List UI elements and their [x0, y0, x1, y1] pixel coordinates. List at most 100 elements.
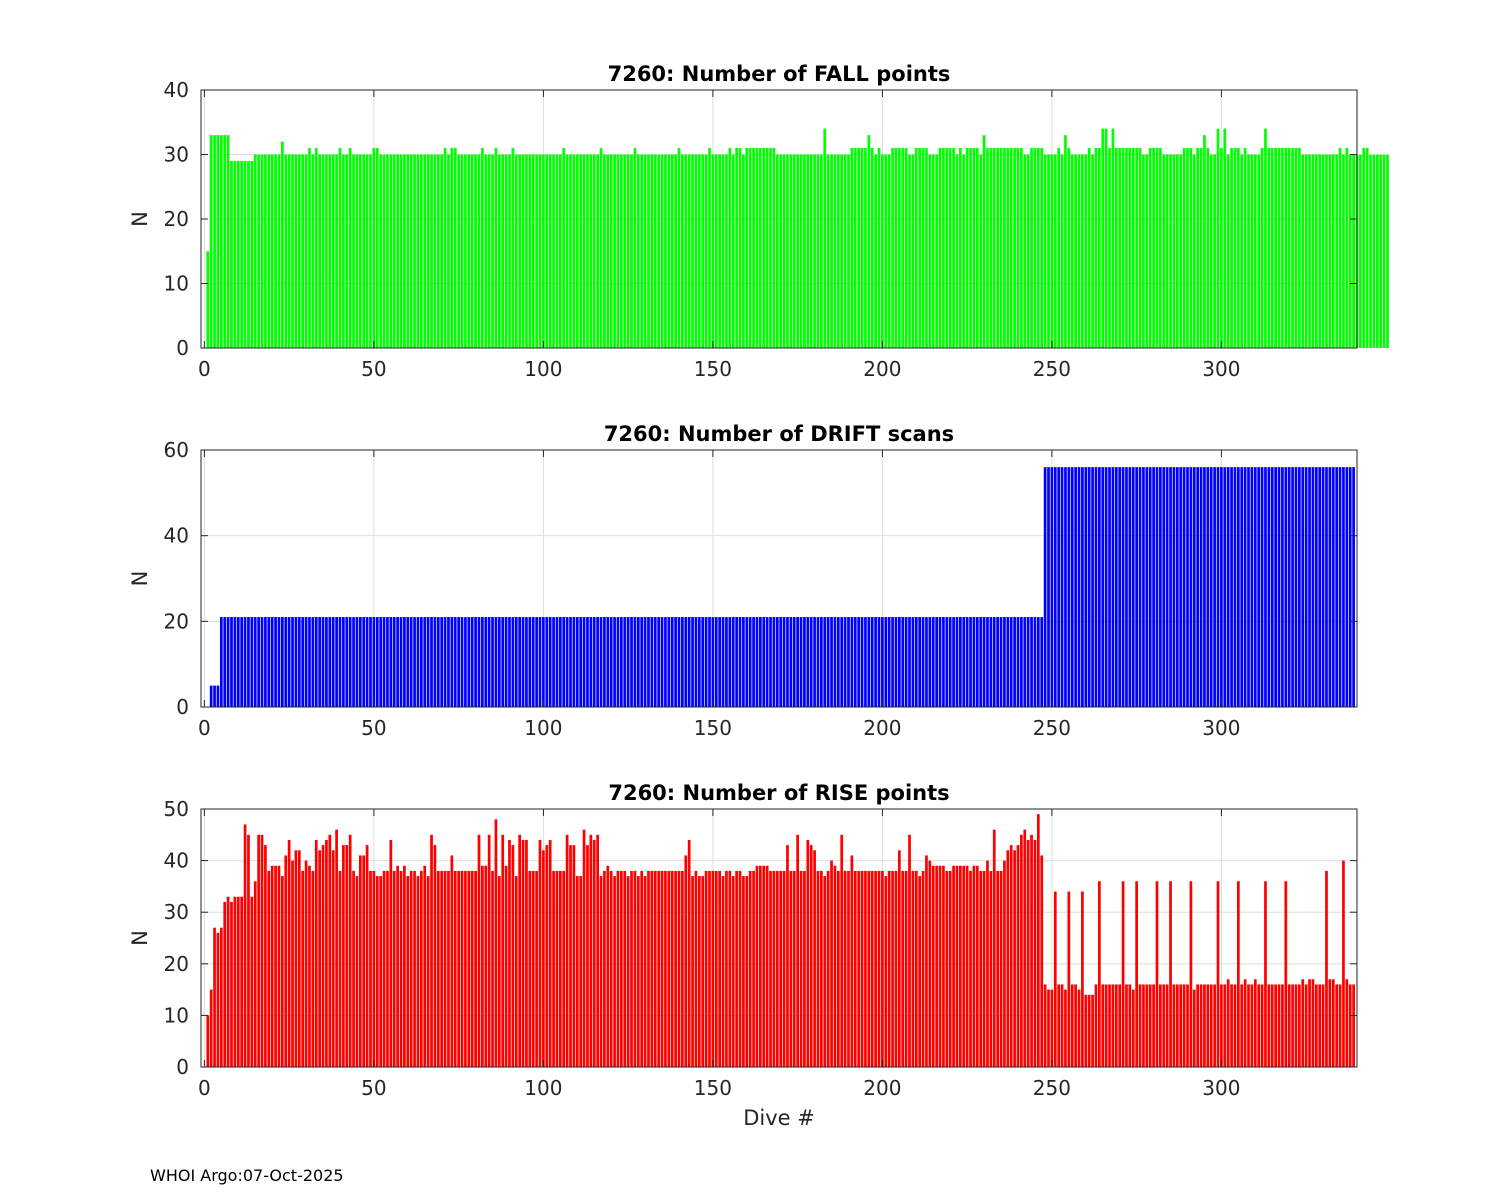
bar: [230, 160, 233, 348]
bar: [1091, 467, 1094, 707]
bar: [460, 154, 464, 348]
bar: [392, 154, 396, 348]
bar: [1081, 154, 1084, 348]
bar: [450, 617, 454, 707]
bar: [569, 617, 572, 707]
bar: [243, 617, 247, 707]
bar: [599, 876, 603, 1067]
bar: [1203, 135, 1206, 348]
bar: [789, 870, 793, 1067]
bar: [786, 154, 789, 348]
bar: [1304, 154, 1308, 348]
bar: [948, 617, 952, 707]
bar: [1186, 467, 1189, 707]
bar: [586, 617, 589, 707]
bar: [918, 148, 922, 348]
bar: [969, 870, 972, 1067]
bar: [247, 834, 250, 1067]
bar: [1359, 154, 1362, 348]
bar: [1074, 154, 1077, 348]
bar: [1199, 984, 1203, 1067]
bar: [440, 154, 444, 348]
bar: [504, 154, 508, 348]
bar: [1091, 994, 1094, 1067]
bar: [972, 617, 976, 707]
bar: [789, 154, 793, 348]
axes-box: [200, 808, 1358, 1068]
bar: [565, 834, 569, 1067]
bar: [1114, 148, 1118, 348]
bar: [1331, 979, 1335, 1067]
bar: [972, 865, 976, 1067]
bar: [1172, 154, 1176, 348]
bar: [697, 617, 701, 707]
bar: [725, 870, 728, 1067]
bar: [962, 154, 966, 348]
bar: [925, 617, 928, 707]
bar: [267, 154, 271, 348]
bar: [938, 865, 942, 1067]
bar: [694, 617, 698, 707]
bar: [321, 617, 325, 707]
bar: [331, 850, 335, 1067]
bar: [609, 617, 613, 707]
bar: [250, 896, 254, 1067]
x-tick-label: 250: [1033, 1076, 1071, 1100]
bar: [379, 154, 383, 348]
bar: [1006, 148, 1010, 348]
bar: [1321, 984, 1325, 1067]
bar: [511, 617, 515, 707]
bar: [1314, 154, 1318, 348]
bar: [1321, 467, 1325, 707]
bar: [542, 850, 545, 1067]
y-tick-label: 40: [164, 524, 189, 548]
bar: [606, 617, 610, 707]
bar: [213, 135, 216, 348]
bar: [667, 154, 671, 348]
bar: [294, 850, 298, 1067]
x-tick-label: 100: [524, 1076, 562, 1100]
bar: [1338, 984, 1342, 1067]
bar: [423, 865, 427, 1067]
bar: [667, 617, 671, 707]
bar: [1179, 984, 1183, 1067]
bar: [1284, 881, 1288, 1067]
bar: [389, 154, 393, 348]
bar: [1267, 984, 1271, 1067]
bar: [365, 617, 369, 707]
bar: [1325, 154, 1328, 348]
bar: [1138, 467, 1142, 707]
bar: [786, 617, 789, 707]
bar: [1335, 467, 1339, 707]
bar: [965, 148, 969, 348]
bar: [1023, 617, 1027, 707]
bar: [1152, 984, 1155, 1067]
bar: [1250, 984, 1254, 1067]
bar: [1142, 984, 1145, 1067]
bar: [1067, 148, 1071, 348]
bar: [1023, 829, 1027, 1067]
bar: [426, 154, 430, 348]
bar: [1240, 467, 1244, 707]
bar: [1274, 467, 1277, 707]
bar: [1257, 154, 1261, 348]
bar: [1284, 148, 1288, 348]
bar: [1189, 467, 1193, 707]
bar: [942, 865, 945, 1067]
bar: [714, 870, 718, 1067]
bar: [864, 617, 867, 707]
bar: [1328, 467, 1332, 707]
bar: [647, 870, 650, 1067]
bar: [413, 154, 416, 348]
bar: [630, 617, 633, 707]
bar: [1067, 467, 1071, 707]
bar: [616, 870, 620, 1067]
bar: [636, 617, 640, 707]
bar: [914, 148, 918, 348]
bar: [233, 896, 237, 1067]
bar: [1098, 467, 1101, 707]
bar: [338, 870, 342, 1067]
bar: [643, 154, 647, 348]
bar: [962, 617, 966, 707]
bar: [1155, 881, 1159, 1067]
